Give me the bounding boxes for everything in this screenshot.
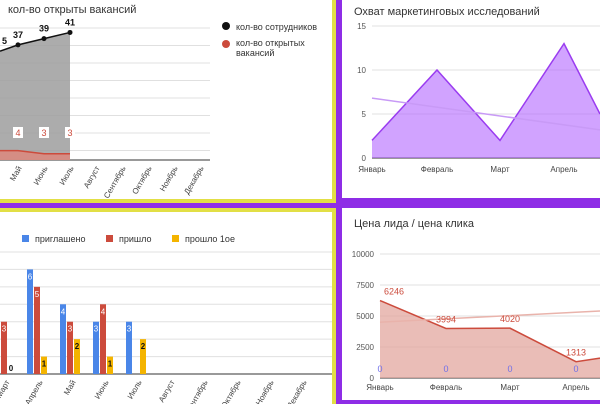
vacancies-data-label: 3 <box>67 128 72 138</box>
legend-label[interactable]: прошло 1ое <box>185 234 235 244</box>
x-tick-label: Июль <box>58 165 76 187</box>
x-tick-label: Январь <box>358 165 385 174</box>
y-tick-label: 10 <box>357 66 366 75</box>
y-tick-label: 0 <box>370 374 375 383</box>
y-tick-label: 0 <box>362 154 367 163</box>
bar-data-label: 3 <box>2 325 7 334</box>
legend-label: кол-во открытых вакансий <box>236 38 316 58</box>
legend-marker <box>172 235 179 242</box>
staff-point <box>42 36 47 41</box>
click-data-label: 0 <box>573 364 578 374</box>
legend-marker <box>106 235 113 242</box>
x-tick-label: Ноябрь <box>158 165 180 194</box>
bar <box>34 287 40 374</box>
x-tick-label: Декабрь <box>182 165 205 197</box>
x-tick-label: Март <box>0 378 12 399</box>
price-data-label: 3994 <box>436 314 456 324</box>
x-tick-label: Август <box>157 378 177 404</box>
chart-title: Цена лида / цена клика <box>354 218 474 230</box>
legend-marker <box>22 235 29 242</box>
x-tick-label: Октябрь <box>219 379 242 404</box>
legend-label[interactable]: пришло <box>119 234 151 244</box>
x-tick-label: Июль <box>126 379 144 401</box>
legend-label: кол-во сотрудников <box>236 22 317 32</box>
price-data-label: 1313 <box>566 348 586 358</box>
x-tick-label: Май <box>62 379 78 397</box>
y-tick-label: 5 <box>362 110 367 119</box>
x-tick-label: Февраль <box>421 165 454 174</box>
click-data-label: 0 <box>443 364 448 374</box>
legend-label[interactable]: приглашено <box>35 234 85 244</box>
staff-data-label: 41 <box>65 17 75 27</box>
x-tick-label: Февраль <box>430 383 463 392</box>
bar-data-label: 6 <box>28 272 33 281</box>
staff-point <box>16 42 21 47</box>
x-tick-label: Июнь <box>32 165 50 187</box>
bar-data-label: 0 <box>9 364 14 373</box>
x-tick-label: Апрель <box>550 165 577 174</box>
x-tick-label: Апрель <box>23 379 44 404</box>
staff-point <box>68 30 73 35</box>
marketing-reach-chart: 0 5 10 15 Январь Февраль Март Апрель <box>342 0 600 198</box>
x-tick-label: Октябрь <box>130 165 153 196</box>
x-tick-label: Сентябрь <box>102 165 128 200</box>
bar-data-label: 1 <box>108 360 113 369</box>
vacancies-data-label: 3 <box>41 128 46 138</box>
legend-item[interactable]: кол-во сотрудников <box>222 22 317 32</box>
y-tick-label: 5000 <box>356 312 374 321</box>
bar-data-label: 2 <box>141 342 146 351</box>
x-tick-label: Апрель <box>562 383 589 392</box>
bar-data-label: 4 <box>101 307 106 316</box>
x-tick-label: Январь <box>366 383 393 392</box>
legend: приглашено пришло прошло 1ое <box>22 234 235 244</box>
staff-data-label: 5 <box>2 36 7 46</box>
x-tick-label: Март <box>490 165 509 174</box>
x-tick-label: Март <box>500 383 519 392</box>
staff-data-label: 37 <box>13 30 23 40</box>
staff-area <box>0 32 70 160</box>
bar-data-label: 3 <box>127 325 132 334</box>
y-tick-label: 2500 <box>356 343 374 352</box>
price-data-label: 6246 <box>384 287 404 297</box>
x-tick-label: Декабрь <box>285 379 308 404</box>
staff-data-label: 39 <box>39 24 49 34</box>
bar-data-label: 4 <box>61 307 66 316</box>
bar-data-label: 2 <box>75 342 80 351</box>
y-tick-label: 10000 <box>352 250 375 259</box>
y-tick-label: 7500 <box>356 281 374 290</box>
bar-data-label: 3 <box>94 325 99 334</box>
chart-title: Охват маркетинговых исследований <box>354 6 540 18</box>
bar-data-label: 1 <box>42 360 47 369</box>
bar-data-label: 3 <box>68 325 73 334</box>
marketing-reach-panel: 0 5 10 15 Январь Февраль Март Апрель Охват марк… <box>342 0 600 198</box>
x-tick-label: Июнь <box>93 379 111 401</box>
x-tick-label: Сентябрь <box>184 379 210 404</box>
x-tick-label: Май <box>8 165 24 183</box>
legend-marker <box>222 22 230 30</box>
chart-title: кол-во открыты вакансий <box>8 4 136 16</box>
click-data-label: 0 <box>507 364 512 374</box>
y-tick-label: 15 <box>357 22 366 31</box>
invited-came-panel: 36433353401212МартАпрельМайИюньИюльАвгус… <box>0 208 336 404</box>
click-data-label: 0 <box>377 364 382 374</box>
x-tick-label: Август <box>82 164 102 190</box>
reach-area <box>372 44 600 158</box>
price-data-label: 4020 <box>500 314 520 324</box>
legend-item[interactable]: кол-во открытых вакансий <box>222 38 322 58</box>
bar-data-label: 5 <box>35 290 40 299</box>
legend-marker <box>222 40 230 48</box>
vacancies-data-label: 4 <box>15 128 20 138</box>
bar <box>27 269 33 374</box>
x-tick-label: Ноябрь <box>254 379 276 404</box>
